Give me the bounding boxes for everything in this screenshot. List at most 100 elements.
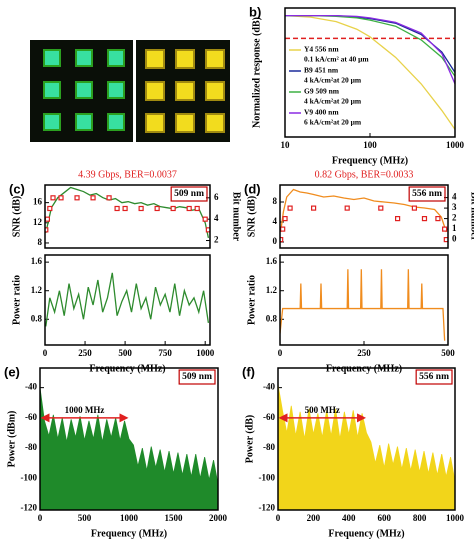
y-tick-label: 16: [33, 197, 43, 207]
x-tick-label: 100: [363, 140, 377, 150]
wavelength-tag-box: [178, 369, 216, 385]
y-tick-label: -120: [21, 503, 38, 513]
legend-label: Y4 556 nm: [304, 45, 339, 54]
legend-label: B9 451 nm: [304, 66, 339, 75]
bit-marker: [45, 227, 49, 233]
bit-marker: [74, 195, 80, 201]
y-tick-label: 0.8: [266, 313, 278, 323]
plot-area: [285, 14, 455, 130]
y-tick-label: -80: [263, 442, 275, 452]
wavelength-tag-box: [170, 186, 208, 202]
bit-marker: [205, 227, 210, 233]
y-tick-label: 1.2: [31, 285, 43, 295]
y2-tick-label: 3: [452, 202, 457, 212]
spectrum-area: [278, 384, 455, 510]
x-tick-label: 10: [281, 140, 291, 150]
y2-tick-label: 2: [214, 235, 219, 245]
x-axis-label: Frequency (MHz): [332, 155, 408, 166]
x-tick-label: 600: [377, 513, 391, 523]
x-tick-label: 0: [278, 348, 283, 358]
bit-marker: [378, 205, 384, 211]
plot-area: [278, 384, 455, 510]
y-tick-label: 12: [33, 217, 43, 227]
bit-marker: [443, 237, 448, 243]
y-tick-label: 4: [273, 216, 278, 226]
x-tick-label: 0: [276, 513, 281, 523]
series-line: [285, 14, 455, 85]
y2-tick-label: 4: [214, 213, 219, 223]
bit-marker: [344, 205, 350, 211]
y-tick-label: 0.8: [31, 313, 43, 323]
x-tick-label: 500: [441, 348, 455, 358]
y-tick-label: 0: [273, 236, 278, 246]
bit-marker: [282, 216, 288, 222]
legend-detail: 0.1 kA/cm² at 40 μm: [304, 55, 369, 64]
y-tick-label: 1.2: [266, 285, 278, 295]
plot-frame: [39, 367, 219, 511]
panel-label: (e): [4, 364, 20, 379]
y-tick-label: -60: [263, 412, 275, 422]
bit-marker: [311, 205, 317, 211]
x-axis-label: Frequency (MHz): [89, 363, 165, 374]
x-tick-label: 1000: [120, 513, 139, 523]
panel-label: b): [249, 4, 261, 19]
plot-area: [40, 387, 218, 510]
micro-led-photo: [30, 40, 230, 142]
y-axis-label: Power (dB): [244, 415, 255, 463]
bit-marker: [90, 195, 96, 201]
y-tick-label: 1.6: [266, 256, 278, 266]
bit-marker: [442, 226, 448, 232]
plot-frame: [44, 184, 211, 249]
panel-label: (d): [244, 181, 261, 196]
y-axis-label: Power (dBm): [6, 411, 17, 468]
y-axis-label: Normalized response (dB): [251, 17, 262, 128]
y2-tick-label: 4: [452, 192, 457, 202]
x-tick-label: 500: [78, 513, 92, 523]
x-axis-label: Frequency (MHz): [91, 528, 167, 539]
x-tick-label: 1000: [446, 140, 465, 150]
x-tick-label: 400: [342, 513, 356, 523]
plot-frame: [284, 7, 456, 138]
x-tick-label: 1500: [165, 513, 184, 523]
x-tick-label: 1000: [196, 348, 215, 358]
series-line: [45, 186, 210, 239]
x-axis-label: Frequency (MHz): [326, 363, 402, 374]
y2-tick-label: 2: [452, 213, 457, 223]
y-tick-label: -80: [25, 442, 37, 452]
x-tick-label: 500: [118, 348, 132, 358]
y-tick-label: -40: [263, 382, 275, 392]
x-tick-label: 0: [43, 348, 48, 358]
annotation-label: 500 MHz: [305, 405, 340, 415]
legend-label: G9 509 nm: [304, 87, 340, 96]
series-line: [45, 272, 210, 327]
bit-marker: [58, 195, 64, 201]
y2-tick-label: 6: [214, 192, 219, 202]
legend-detail: 4 kA/cm²at 20 μm: [304, 97, 362, 106]
bit-marker: [45, 216, 51, 222]
y2-axis-label: Bit number: [469, 192, 474, 242]
bit-marker: [47, 205, 53, 212]
annotation-label: 1000 MHz: [65, 405, 105, 415]
y-tick-label: -40: [25, 382, 37, 392]
plot-area: [280, 188, 448, 243]
bit-marker: [138, 205, 144, 212]
bit-marker: [170, 205, 176, 212]
panel-label: (c): [9, 181, 25, 196]
y-tick-label: 8: [38, 237, 43, 247]
y-tick-label: -60: [25, 412, 37, 422]
bit-marker: [395, 216, 401, 222]
series-line: [280, 269, 446, 341]
wavelength-tag-box: [408, 186, 446, 202]
y-tick-label: 8: [273, 196, 278, 206]
wavelength-tag: 556 nm: [419, 372, 449, 382]
legend-detail: 4 kA/cm²at 20 μm: [304, 76, 362, 85]
bit-marker: [106, 195, 112, 201]
y-axis-label: SNR (dB): [246, 196, 257, 237]
legend-detail: 6 kA/cm²at 20 μm: [304, 118, 362, 127]
series-line: [280, 188, 447, 233]
bit-marker: [280, 226, 286, 232]
bit-marker: [154, 205, 160, 212]
x-tick-label: 250: [78, 348, 92, 358]
